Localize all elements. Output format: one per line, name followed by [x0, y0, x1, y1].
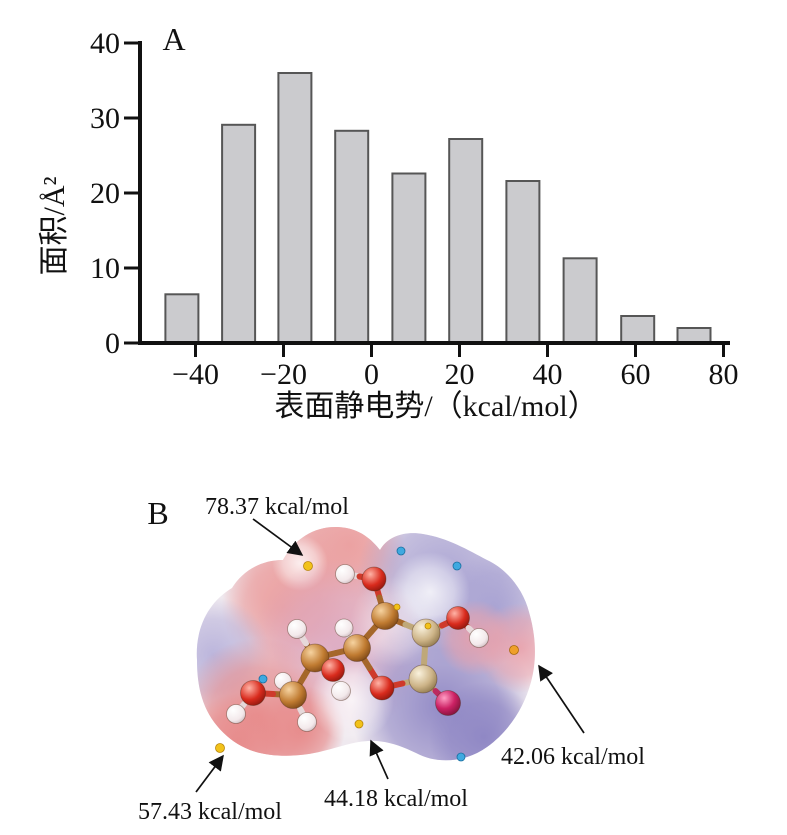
oxygen-atom: [446, 606, 470, 630]
hydrogen-atom: [469, 628, 489, 648]
x-tick-label: 20: [445, 358, 475, 391]
annotation-arrows: [195, 518, 585, 793]
oxygen-atom: [361, 566, 387, 592]
x-tick-label: 0: [364, 358, 379, 391]
carbon-atom: [408, 664, 438, 694]
arrow-bottom-left: [195, 754, 224, 793]
yellow-extremum-dot: [354, 719, 364, 729]
cyan-extremum-dot: [456, 752, 466, 762]
arrow-bottom-center: [369, 739, 389, 780]
histogram-bar: [620, 315, 656, 344]
carbon-atom: [371, 602, 399, 630]
y-axis-title: 面积/Å²: [38, 177, 71, 276]
y-tick-label: 20: [90, 177, 120, 210]
hydrogen-atom: [331, 681, 351, 701]
esp-label-bottom-left: 57.43 kcal/mol: [138, 799, 282, 825]
oxygen-atom: [321, 658, 345, 682]
histogram-bar: [676, 327, 712, 344]
x-tick-label: 40: [533, 358, 563, 391]
hydrogen-atom: [334, 618, 354, 638]
x-tick-label: 60: [621, 358, 651, 391]
histogram-bar: [221, 123, 257, 345]
cyan-extremum-dot: [396, 546, 406, 556]
esp-label-bottom-center: 44.18 kcal/mol: [324, 786, 468, 812]
yellow-extremum-dot: [424, 622, 432, 630]
cyan-extremum-dot: [452, 561, 462, 571]
histogram-bar: [448, 138, 484, 344]
carbon-atom: [343, 634, 371, 662]
histogram-bar: [505, 180, 541, 344]
x-tick-label: −20: [260, 358, 307, 391]
esp-label-right: 42.06 kcal/mol: [501, 744, 645, 770]
yellow-extremum-dot: [393, 603, 401, 611]
histogram-bar: [277, 72, 313, 344]
arrow-top: [252, 518, 304, 556]
oxygen-atom: [240, 680, 266, 706]
oxygen-atom: [369, 675, 395, 701]
hydrogen-atom: [287, 619, 307, 639]
oxygen-atom: [435, 690, 461, 716]
histogram-bar: [334, 129, 370, 345]
x-axis-title: 表面静电势/（kcal/mol）: [274, 390, 597, 423]
hydrogen-atom: [226, 704, 246, 724]
carbon-atom: [300, 643, 330, 673]
carbon-atom: [279, 681, 307, 709]
hydrogen-atom: [297, 712, 317, 732]
y-tick-label: 10: [90, 252, 120, 285]
yellow-extremum-dot: [303, 561, 313, 571]
panel-a-histogram: −40 −20 0 20 40 60 80 0 10 20 30 40 A 面积/Å² 表面静电势/（…: [38, 21, 739, 423]
y-tick-label: 30: [90, 102, 120, 135]
panel-a-letter: A: [162, 21, 185, 57]
yellow-extremum-dot: [215, 743, 225, 753]
histogram-bar: [391, 172, 427, 344]
cyan-extremum-dot: [258, 674, 268, 684]
esp-extremum-dots: [215, 546, 519, 762]
orange-extremum-dot: [509, 645, 519, 655]
carbon-atom: [411, 618, 441, 648]
y-tick-label: 40: [90, 27, 120, 60]
x-tick-label: 80: [709, 358, 739, 391]
hydrogen-atom: [335, 564, 355, 584]
y-tick-label: 0: [105, 327, 120, 360]
panel-b-esp-surface: B 78.37 kcal/mol 42.06 kcal/mol 44.18 kc…: [138, 494, 645, 825]
histogram-bar: [164, 293, 200, 345]
esp-label-top: 78.37 kcal/mol: [205, 494, 349, 520]
histogram-bar: [562, 257, 598, 345]
arrow-right: [538, 664, 585, 734]
x-tick-label: −40: [172, 358, 219, 391]
chart-layer: −40 −20 0 20 40 60 80 0 10 20 30 40: [90, 27, 739, 391]
ascorbic-acid-molecule: [226, 564, 489, 732]
panel-b-letter: B: [147, 495, 168, 531]
